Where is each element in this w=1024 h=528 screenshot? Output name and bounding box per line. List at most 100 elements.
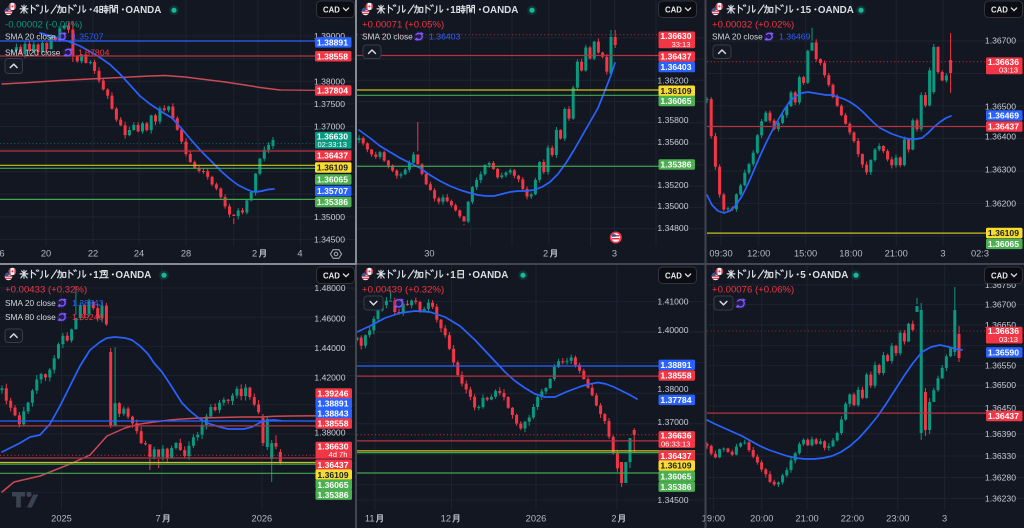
svg-text:11: 11 xyxy=(365,514,375,524)
svg-text:1.39000: 1.39000 xyxy=(314,31,345,41)
svg-text:1: 1 xyxy=(450,5,456,16)
svg-text:2: 2 xyxy=(543,249,548,259)
svg-text:1.38000: 1.38000 xyxy=(657,384,688,394)
svg-text:1.40000: 1.40000 xyxy=(657,325,688,335)
svg-text:OANDA: OANDA xyxy=(115,270,151,281)
svg-text:4: 4 xyxy=(93,5,99,16)
svg-text:SMA 20 close: SMA 20 close xyxy=(362,32,413,42)
svg-text:5: 5 xyxy=(800,270,806,281)
svg-text:12: 12 xyxy=(441,514,451,524)
svg-text:2025: 2025 xyxy=(51,514,72,524)
svg-text:22: 22 xyxy=(88,249,98,259)
svg-text:2026: 2026 xyxy=(526,514,547,524)
svg-text:1.38558: 1.38558 xyxy=(317,419,348,429)
svg-text:1.36500: 1.36500 xyxy=(985,101,1016,111)
svg-text:1.36636: 1.36636 xyxy=(660,431,691,441)
svg-text:1.35000: 1.35000 xyxy=(314,212,345,222)
svg-text:1.36065: 1.36065 xyxy=(660,96,691,106)
svg-text:1.38891: 1.38891 xyxy=(317,38,348,48)
svg-text:1.36437: 1.36437 xyxy=(988,122,1019,132)
svg-text:CAD: CAD xyxy=(991,271,1008,280)
svg-text:1.36437: 1.36437 xyxy=(988,411,1019,421)
svg-text:1.36280: 1.36280 xyxy=(985,473,1016,483)
svg-text:1.36700: 1.36700 xyxy=(985,300,1016,310)
svg-text:1.38843: 1.38843 xyxy=(317,409,348,419)
svg-text:23:00: 23:00 xyxy=(886,514,909,524)
svg-text:15:00: 15:00 xyxy=(794,249,817,259)
svg-text:OANDA: OANDA xyxy=(125,5,161,16)
svg-text:1.36636: 1.36636 xyxy=(988,57,1019,67)
svg-text:1.36630: 1.36630 xyxy=(317,131,348,141)
svg-text:1.36437: 1.36437 xyxy=(317,151,348,161)
svg-text:1.36469: 1.36469 xyxy=(779,32,811,42)
svg-text:02:33:13: 02:33:13 xyxy=(317,140,347,149)
svg-text:1.36630: 1.36630 xyxy=(660,31,691,41)
svg-text:+0.00439 (+0.32%): +0.00439 (+0.32%) xyxy=(362,284,444,295)
svg-text:2026: 2026 xyxy=(252,514,273,524)
svg-text:1.36590: 1.36590 xyxy=(988,348,1019,358)
svg-text:03:13: 03:13 xyxy=(999,66,1018,75)
svg-text:1.42000: 1.42000 xyxy=(314,373,345,383)
svg-text:1.38891: 1.38891 xyxy=(317,399,348,409)
svg-text:1.36400: 1.36400 xyxy=(985,132,1016,142)
svg-text:1.35000: 1.35000 xyxy=(657,201,688,211)
svg-text:3: 3 xyxy=(612,249,617,259)
svg-text:1.36469: 1.36469 xyxy=(988,111,1019,121)
svg-text:1.48000: 1.48000 xyxy=(314,283,345,293)
svg-text:2: 2 xyxy=(252,249,257,259)
svg-text:+0.00076 (+0.06%): +0.00076 (+0.06%) xyxy=(712,284,794,295)
svg-text:1.36109: 1.36109 xyxy=(660,86,691,96)
svg-text:1.38000: 1.38000 xyxy=(314,428,345,438)
svg-text:1.36636: 1.36636 xyxy=(988,326,1019,336)
svg-text:OANDA: OANDA xyxy=(818,5,854,16)
svg-text:1.36550: 1.36550 xyxy=(985,361,1016,371)
svg-text:1.36450: 1.36450 xyxy=(985,403,1016,413)
svg-text:1.36109: 1.36109 xyxy=(317,163,348,173)
svg-text:4: 4 xyxy=(297,249,302,259)
svg-text:1.37000: 1.37000 xyxy=(657,417,688,427)
svg-text:1.38558: 1.38558 xyxy=(660,371,691,381)
svg-text:1: 1 xyxy=(93,270,99,281)
svg-text:7: 7 xyxy=(156,514,161,524)
svg-text:6: 6 xyxy=(0,249,5,259)
svg-text:CAD: CAD xyxy=(323,271,340,280)
svg-text:1.36437: 1.36437 xyxy=(317,460,348,470)
svg-text:1.38000: 1.38000 xyxy=(314,76,345,86)
svg-text:SMA 20 close: SMA 20 close xyxy=(5,32,56,42)
svg-text:1.36330: 1.36330 xyxy=(985,451,1016,461)
svg-text:18:00: 18:00 xyxy=(839,249,862,259)
svg-text:2: 2 xyxy=(611,514,616,524)
svg-text:+0.00071 (+0.05%): +0.00071 (+0.05%) xyxy=(362,19,444,30)
svg-text:SMA 120 close: SMA 120 close xyxy=(5,48,61,58)
svg-text:OANDA: OANDA xyxy=(472,270,508,281)
svg-text:1.36200: 1.36200 xyxy=(657,76,688,86)
svg-text:30: 30 xyxy=(424,249,434,259)
svg-text:21:00: 21:00 xyxy=(795,514,818,524)
svg-text:28: 28 xyxy=(181,249,191,259)
svg-text:1.36109: 1.36109 xyxy=(317,470,348,480)
svg-text:1.36650: 1.36650 xyxy=(985,320,1016,330)
svg-text:1.35800: 1.35800 xyxy=(657,115,688,125)
svg-text:1: 1 xyxy=(450,270,456,281)
svg-text:09:30: 09:30 xyxy=(709,249,732,259)
svg-text:1.36750: 1.36750 xyxy=(985,280,1016,290)
svg-text:20:00: 20:00 xyxy=(750,514,773,524)
svg-text:CAD: CAD xyxy=(991,5,1008,14)
svg-text:22:00: 22:00 xyxy=(841,514,864,524)
svg-text:1.36437: 1.36437 xyxy=(660,451,691,461)
svg-text:1.36700: 1.36700 xyxy=(985,35,1016,45)
svg-text:1.37784: 1.37784 xyxy=(660,395,691,405)
svg-text:1.36300: 1.36300 xyxy=(985,165,1016,175)
svg-text:15: 15 xyxy=(800,5,811,16)
svg-text:1.36109: 1.36109 xyxy=(660,461,691,471)
svg-text:1.38891: 1.38891 xyxy=(660,360,691,370)
svg-text:1.36065: 1.36065 xyxy=(317,480,348,490)
svg-text:1.35386: 1.35386 xyxy=(660,482,691,492)
svg-text:1.38558: 1.38558 xyxy=(317,51,348,61)
svg-text:06:33:13: 06:33:13 xyxy=(661,439,691,448)
svg-text:4d 7h: 4d 7h xyxy=(328,450,347,459)
svg-text:1.35707: 1.35707 xyxy=(317,186,348,196)
svg-text:1.38843: 1.38843 xyxy=(72,298,104,308)
svg-text:21:00: 21:00 xyxy=(885,249,908,259)
svg-text:3: 3 xyxy=(942,514,947,524)
